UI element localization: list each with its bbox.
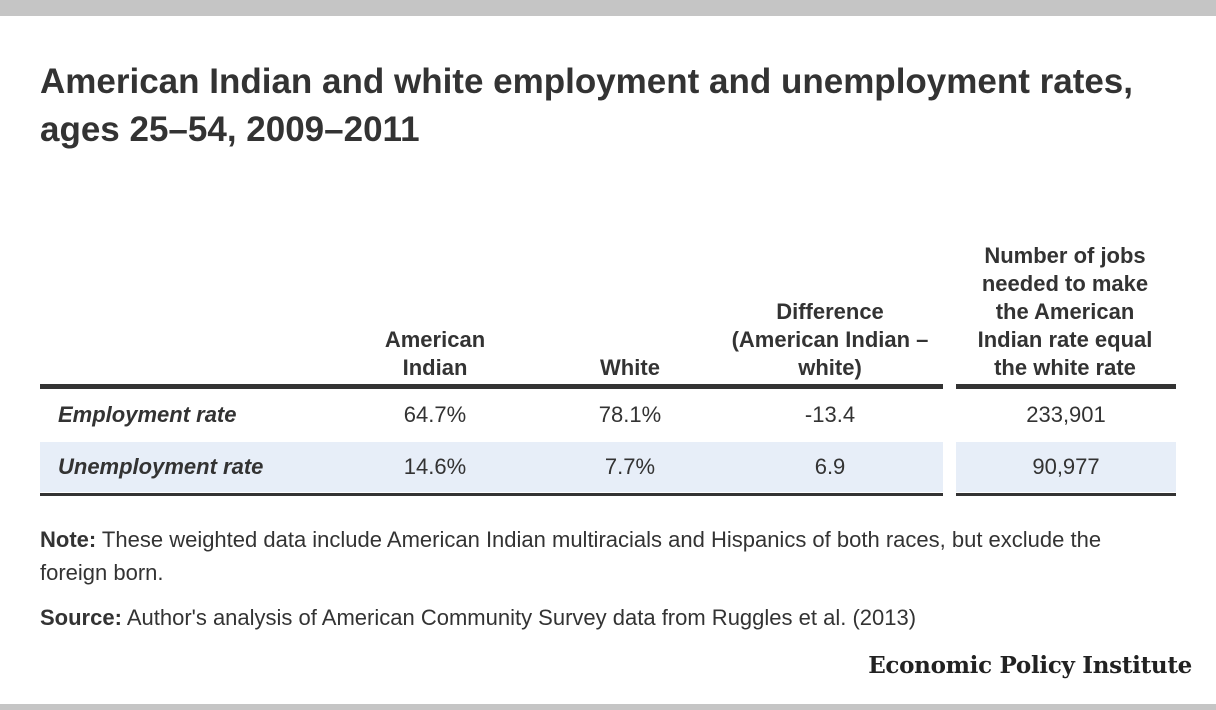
header-american-indian: American Indian — [384, 327, 486, 380]
bottom-frame-bar — [0, 704, 1216, 710]
row-highlight-left — [40, 442, 943, 492]
header-jobs-needed: Number of jobs needed to make the Americ… — [977, 243, 1153, 380]
row-label: Employment rate — [58, 402, 237, 427]
cell-difference: -13.4 — [804, 402, 856, 427]
footer-rule-right — [956, 493, 1176, 496]
note-body: These weighted data include American Ind… — [40, 527, 1102, 585]
row-highlight-right — [956, 442, 1176, 492]
cell-difference: 6.9 — [814, 454, 846, 479]
header-rule-left — [40, 384, 943, 389]
footer-rule-left — [40, 493, 943, 496]
cell-white: 78.1% — [598, 402, 662, 427]
table-row: Employment rate 64.7% 78.1% -13.4 233,90… — [40, 390, 1176, 440]
table-row: Unemployment rate 14.6% 7.7% 6.9 90,977 — [40, 442, 1176, 492]
top-frame-bar — [0, 0, 1216, 16]
header-white: White — [600, 355, 660, 380]
chart-title: American Indian and white employment and… — [40, 62, 1133, 149]
source-label: Source: — [40, 605, 122, 630]
source-body: Author's analysis of American Community … — [121, 605, 917, 630]
header-difference: Difference (American Indian – white) — [731, 299, 929, 380]
row-label: Unemployment rate — [58, 454, 264, 479]
cell-american-indian: 64.7% — [403, 402, 467, 427]
cell-white: 7.7% — [604, 454, 656, 479]
cell-jobs-needed: 233,901 — [1026, 402, 1106, 427]
cell-american-indian: 14.6% — [403, 454, 467, 479]
brand-logo-text: Economic Policy Institute — [868, 652, 1192, 679]
source-text: Source: Author's analysis of American Co… — [40, 601, 1140, 634]
table-header: American Indian White Difference (Americ… — [40, 170, 1176, 382]
cell-jobs-needed: 90,977 — [1032, 454, 1100, 479]
header-rule-right — [956, 384, 1176, 389]
note-text: Note: These weighted data include Americ… — [40, 523, 1140, 589]
note-label: Note: — [40, 527, 97, 552]
